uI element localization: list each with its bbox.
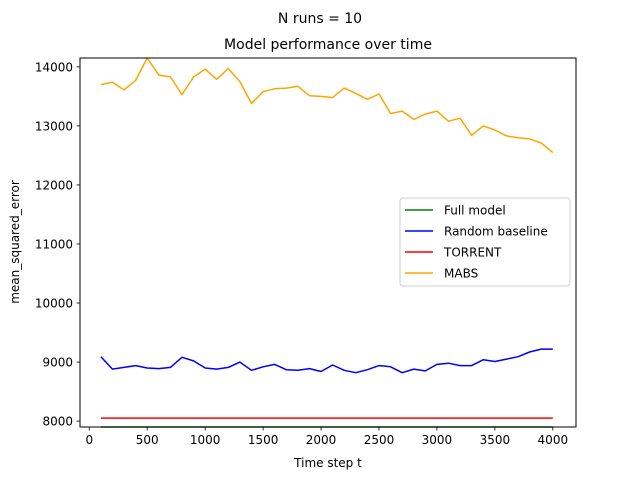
legend: Full model Random baseline TORRENT MABS (399, 197, 571, 287)
x-tick-label: 2500 (364, 433, 395, 447)
figure-suptitle: N runs = 10 (278, 11, 362, 27)
y-tick-label: 9000 (42, 356, 73, 370)
y-tick-label: 8000 (42, 415, 73, 429)
series-line-1 (100, 348, 553, 374)
x-tick-label: 3000 (422, 433, 453, 447)
y-tick-label: 10000 (35, 297, 73, 311)
y-axis-label: mean_squared_error (8, 180, 22, 304)
legend-box (399, 197, 571, 287)
x-tick-label: 2000 (306, 433, 337, 447)
legend-label-2: TORRENT (443, 246, 502, 260)
series-line-3 (100, 57, 554, 154)
y-tick-label: 14000 (35, 60, 73, 74)
x-axis-label: Time step t (293, 456, 362, 470)
y-axis: 8000 9000 10000 11000 12000 13000 14000 (35, 60, 80, 429)
y-tick-label: 12000 (35, 178, 73, 192)
legend-label-3: MABS (444, 267, 478, 281)
x-tick-label: 0 (85, 433, 93, 447)
chart-title: Model performance over time (224, 37, 432, 53)
legend-label-1: Random baseline (444, 225, 548, 239)
plot-frame (79, 57, 577, 428)
x-tick-label: 4000 (538, 433, 569, 447)
x-tick-label: 1500 (248, 433, 279, 447)
x-tick-label: 3500 (480, 433, 511, 447)
x-tick-label: 1000 (190, 433, 221, 447)
x-tick-label: 500 (136, 433, 159, 447)
y-tick-label: 13000 (35, 119, 73, 133)
y-tick-label: 11000 (35, 237, 73, 251)
x-axis: 0 500 1000 1500 2000 2500 3000 3500 4000 (85, 427, 568, 447)
legend-label-0: Full model (444, 204, 506, 218)
